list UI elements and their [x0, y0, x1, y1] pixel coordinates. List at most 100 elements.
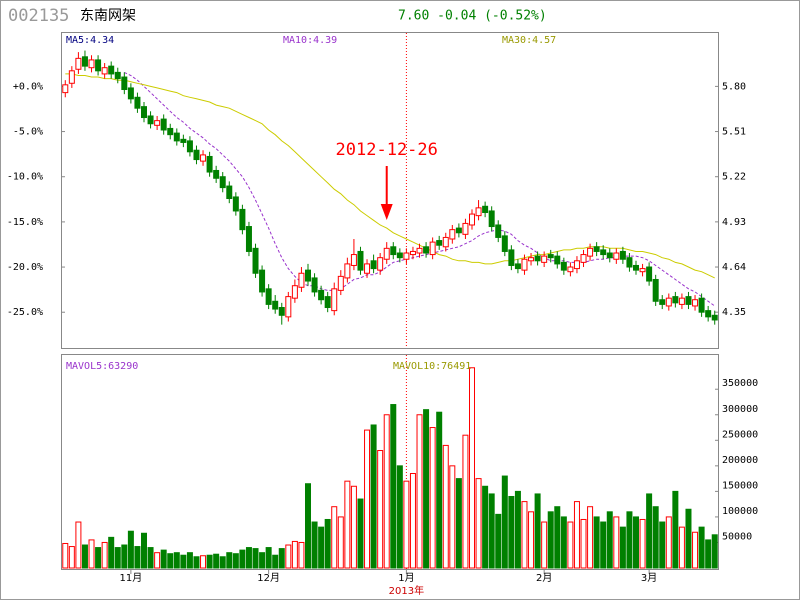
annotation-text: 2012-12-26: [336, 140, 438, 160]
volume-bar: [272, 554, 279, 569]
candle-body: [141, 106, 147, 119]
volume-bar: [613, 516, 620, 569]
volume-bar: [508, 495, 515, 569]
candle-body: [488, 210, 495, 228]
y-tick-label: 5.51: [722, 127, 746, 138]
volume-bar: [495, 513, 502, 569]
candle-body: [442, 236, 449, 248]
volume-bar: [160, 549, 167, 569]
volume-bar: [560, 516, 567, 569]
candle-body: [626, 257, 633, 268]
y-tick-label: 100000: [722, 506, 758, 517]
candle-body: [173, 132, 180, 142]
candle-body: [331, 288, 338, 312]
candle-body: [652, 278, 659, 302]
volume-bar: [298, 541, 305, 569]
candle-body: [344, 263, 351, 279]
candle-body: [554, 255, 561, 265]
volume-bar: [278, 548, 285, 569]
candle-body: [665, 297, 672, 307]
volume-bar: [186, 552, 193, 569]
candle-body: [606, 252, 613, 259]
volume-bar: [239, 549, 246, 569]
candle-body: [462, 222, 469, 235]
volume-bar: [514, 490, 521, 569]
candle-body: [108, 65, 115, 75]
volume-bar: [619, 526, 626, 569]
volume-bar: [370, 424, 377, 569]
volume-bar: [396, 465, 403, 569]
candle-body: [272, 300, 279, 310]
volume-bar: [646, 493, 653, 569]
candle-body: [364, 263, 371, 274]
y2-tick-label: -20.0%: [7, 262, 43, 273]
volume-bar: [95, 547, 102, 569]
volume-bar: [88, 539, 95, 569]
candle-body: [580, 254, 587, 263]
volume-bar: [377, 450, 384, 569]
candle-body: [350, 254, 357, 266]
candle-body: [390, 246, 397, 256]
candle-body: [259, 269, 266, 293]
quote: 7.60 -0.04 (-0.52%): [398, 9, 547, 24]
volume-bar: [101, 541, 108, 569]
candle-body: [206, 155, 213, 173]
volume-bar: [409, 473, 416, 569]
candle-body: [298, 272, 305, 288]
volume-bar: [652, 506, 659, 569]
candle-body: [429, 241, 436, 256]
candle-body: [370, 260, 377, 270]
candle-body: [311, 277, 318, 293]
volume-bar: [633, 516, 639, 569]
legend-label: MAVOL5:63290: [66, 361, 138, 372]
volume-bar: [357, 498, 364, 569]
candle-body: [291, 285, 298, 299]
volume-bar: [121, 544, 128, 569]
volume-bar: [173, 552, 180, 569]
candle-body: [573, 260, 580, 270]
candle-body: [396, 252, 403, 259]
y-tick-label: 200000: [722, 455, 758, 466]
candle-body: [180, 138, 187, 143]
y-tick-label: 4.93: [722, 217, 746, 228]
candle-body: [646, 266, 653, 282]
candle-body: [88, 59, 95, 69]
stock-name: 东南网架: [80, 8, 136, 24]
y-tick-label: 5.22: [722, 172, 746, 183]
volume-bar: [475, 478, 482, 569]
volume-bar: [265, 547, 272, 569]
volume-bar: [331, 506, 338, 569]
candle-body: [711, 314, 718, 321]
volume-bar: [68, 546, 75, 569]
volume-bar: [521, 501, 528, 569]
volume-bar: [462, 434, 469, 569]
volume-bar: [429, 427, 436, 569]
y2-tick-label: +0.0%: [13, 81, 43, 92]
y2-tick-label: -5.0%: [13, 127, 43, 138]
candle-body: [692, 299, 699, 307]
volume-bar: [541, 521, 548, 569]
y-tick-label: 150000: [722, 480, 758, 491]
candle-body: [278, 307, 285, 316]
candle-body: [423, 246, 430, 254]
candle-body: [219, 176, 226, 189]
volume-bar: [337, 516, 344, 569]
candle-body: [101, 67, 108, 75]
candle-body: [305, 269, 311, 282]
y-tick-label: 300000: [722, 404, 758, 415]
legend-label: MA5:4.34: [66, 35, 114, 46]
volume-bar: [62, 542, 69, 569]
y-tick-label: 5.80: [722, 81, 746, 92]
candle-body: [252, 247, 259, 274]
candle-body: [62, 84, 69, 94]
volume-bar: [626, 511, 633, 569]
candle-body: [147, 115, 154, 125]
volume-bar: [252, 548, 259, 569]
candle-body: [245, 226, 252, 252]
legend-label: MAVOL10:76491: [393, 361, 471, 372]
candle-body: [121, 76, 128, 91]
candle-body: [528, 257, 535, 262]
volume-bar: [482, 485, 489, 569]
volume-bar: [547, 511, 554, 569]
volume-bar: [324, 518, 331, 569]
